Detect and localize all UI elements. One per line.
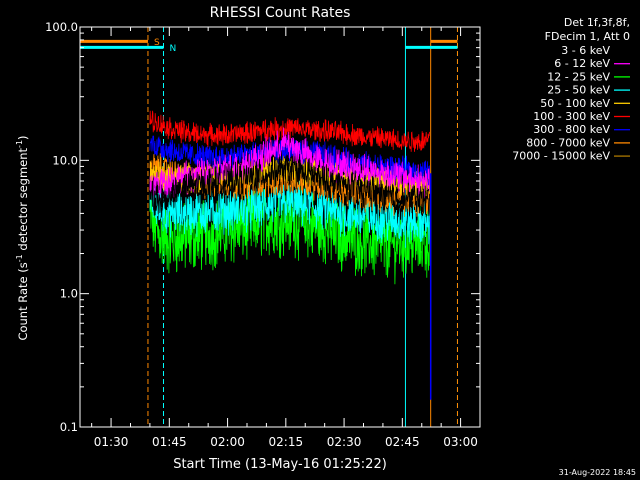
x-axis-label: Start Time (13-May-16 01:25:22): [173, 457, 387, 472]
series-line: [149, 127, 430, 201]
legend-label: 50 - 100 keV: [540, 97, 610, 110]
plot-series: [149, 110, 432, 400]
x-tick-label: 02:45: [385, 435, 420, 449]
legend-label: 300 - 800 keV: [533, 123, 610, 136]
legend-label: 100 - 300 keV: [533, 110, 610, 123]
y-tick-label: 1.0: [60, 287, 78, 301]
series-line: [149, 155, 430, 218]
plot-annotations: SN: [80, 38, 458, 54]
legend-label: 7000 - 15000 keV: [512, 150, 610, 163]
legend-label: 25 - 50 keV: [547, 84, 610, 97]
annotation-label: S: [154, 38, 160, 48]
y-axis-label-part: Count Rate (s: [16, 262, 30, 340]
x-tick-label: 01:30: [94, 435, 129, 449]
legend-label: 800 - 7000 keV: [526, 136, 610, 149]
y-tick-label: 100.0: [45, 20, 78, 34]
legend: Det 1f,3f,8f, FDecim 1, Att 0 3 - 6 keV6…: [512, 16, 630, 163]
x-tick-label: 03:00: [443, 435, 478, 449]
y-axis-label-exponent: -1: [15, 140, 24, 148]
plot-axes: 0.1 1.0 10.0 100.0 01:30 01:45 02:00 02:15 02:30…: [45, 20, 481, 449]
series-line: [149, 179, 430, 245]
legend-label: 12 - 25 keV: [547, 70, 610, 83]
series-line: [149, 110, 430, 152]
x-tick-label: 01:45: [152, 435, 187, 449]
y-axis-label-part: detector segment: [16, 147, 30, 254]
x-tick-label: 02:00: [210, 435, 245, 449]
y-axis-label-exponent: -1: [15, 254, 24, 262]
y-axis-label-part: ): [16, 135, 30, 140]
annotation-label: N: [169, 44, 176, 54]
y-axis-label: Count Rate (s-1 detector segment-1): [15, 135, 30, 340]
legend-label: 3 - 6 keV: [561, 44, 610, 57]
legend-header-line: FDecim 1, Att 0: [545, 30, 630, 43]
x-tick-label: 02:30: [327, 435, 362, 449]
chart-title: RHESSI Count Rates: [210, 5, 351, 21]
legend-header-line: Det 1f,3f,8f,: [564, 16, 630, 29]
legend-label: 6 - 12 keV: [554, 57, 610, 70]
x-tick-label: 02:15: [269, 435, 304, 449]
y-tick-label: 0.1: [60, 420, 78, 434]
footer-timestamp: 31-Aug-2022 18:45: [559, 468, 636, 477]
plot-frame: [79, 26, 481, 428]
y-tick-label: 10.0: [52, 153, 78, 167]
